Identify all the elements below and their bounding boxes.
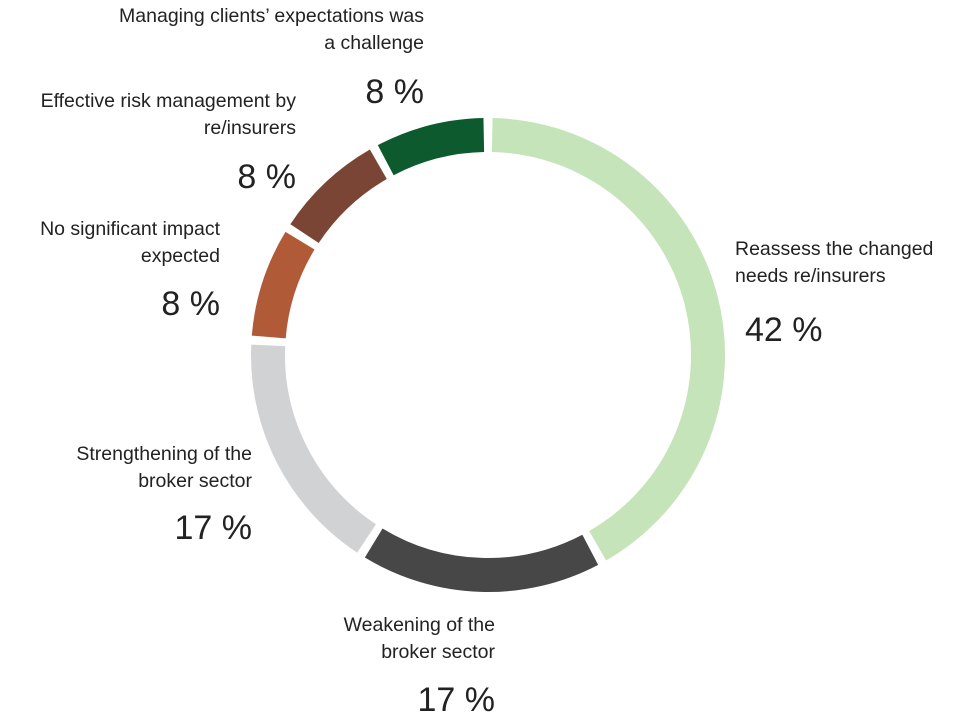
donut-segment: [491, 118, 725, 561]
value-label: 17 %: [417, 681, 496, 718]
donut-segment: [251, 231, 315, 339]
value-label: 17 %: [174, 509, 253, 547]
segment-label: Weakening of the broker sector: [343, 614, 495, 663]
donut-segment: [377, 118, 485, 176]
value-label: 8 %: [237, 158, 296, 196]
donut-segment: [290, 149, 388, 244]
donut-segment: [251, 344, 377, 553]
segment-label: Effective risk management by re/insurers: [40, 90, 296, 139]
segment-label: Managing clients’ expectations was a cha…: [119, 5, 424, 54]
donut-segment: [364, 528, 599, 592]
value-label: 8 %: [365, 73, 424, 111]
segment-label: No significant impact expected: [40, 218, 220, 267]
value-label: 8 %: [161, 285, 220, 323]
segment-label: Reassess the changed needs re/insurers: [735, 238, 934, 287]
segment-label: Strengthening of the broker sector: [76, 443, 252, 492]
value-label: 42 %: [745, 311, 823, 349]
